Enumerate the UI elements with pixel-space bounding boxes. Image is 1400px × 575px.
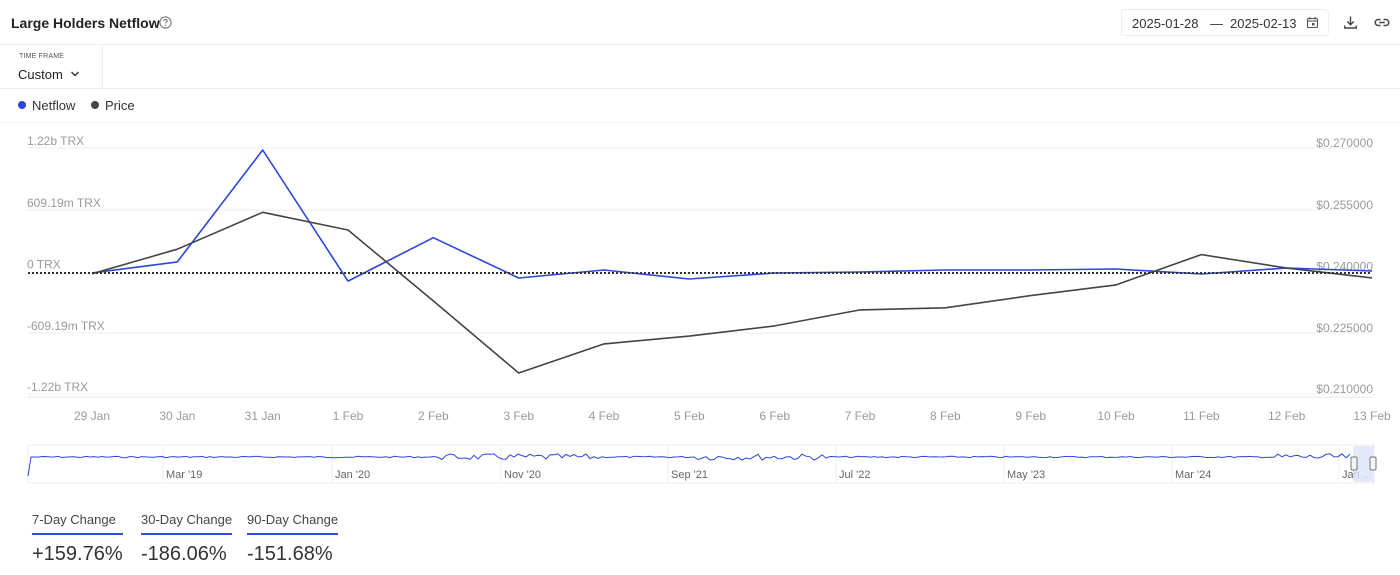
chevron-down-icon[interactable] [70,70,80,78]
x-axis-tick-label: 5 Feb [674,409,705,423]
series-line-netflow [91,149,1373,282]
navigator-label: Nov '20 [504,469,541,481]
x-axis-tick-label: 9 Feb [1015,409,1046,423]
right-axis-tick-label: $0.255000 [1316,198,1373,212]
download-icon[interactable] [1343,15,1358,30]
x-axis-tick-label: 10 Feb [1097,409,1135,423]
navigator-handle-left [1350,456,1358,471]
stat-90-day[interactable]: 90-Day Change -151.68% [247,512,339,566]
date-separator: — [1210,16,1223,31]
navigator-series-line [27,453,1351,477]
timeframe-label: TIME FRAME [19,53,65,60]
stat-label[interactable]: 7-Day Change [32,512,123,535]
stat-label[interactable]: 30-Day Change [141,512,233,535]
chart-header: Large Holders Netflow 2025-01-28 — 2025-… [0,0,1400,45]
navigator-label: Jan '20 [335,469,370,481]
date-end[interactable]: 2025-02-13 [1230,16,1297,31]
navigator-label: May '23 [1007,469,1045,481]
help-icon[interactable] [159,16,172,29]
right-axis-tick-label: $0.270000 [1316,136,1373,150]
left-axis-tick-label: 0 TRX [27,258,61,272]
x-axis-tick-label: 3 Feb [503,409,534,423]
right-axis-tick-label: $0.210000 [1316,382,1373,396]
x-axis-tick-label: 4 Feb [589,409,620,423]
stat-label[interactable]: 90-Day Change [247,512,339,535]
navigator-label: Jul '22 [839,469,870,481]
series-line-price [91,211,1373,374]
chart-title: Large Holders Netflow [11,15,160,31]
x-axis-tick-label: 7 Feb [845,409,876,423]
left-axis-tick-label: -609.19m TRX [27,319,105,333]
date-start[interactable]: 2025-01-28 [1132,16,1199,31]
x-axis-tick-label: 8 Feb [930,409,961,423]
x-axis-tick-label: 2 Feb [418,409,449,423]
left-axis-tick-label: 1.22b TRX [27,134,84,148]
x-axis-tick-label: 1 Feb [333,409,364,423]
navigator-label: Mar '19 [166,469,202,481]
stat-7-day[interactable]: 7-Day Change +159.76% [32,512,123,566]
legend-dot-price [91,101,99,109]
divider [0,88,1400,89]
divider [0,122,1400,123]
timeframe-selector[interactable]: TIME FRAME Custom [0,45,103,89]
stat-30-day[interactable]: 30-Day Change -186.06% [141,512,233,566]
legend-dot-netflow [18,101,26,109]
x-axis-tick-label: 6 Feb [759,409,790,423]
legend-label-price: Price [105,98,135,113]
x-axis-tick-label: 31 Jan [245,409,281,423]
legend-item-price[interactable]: Price [91,98,135,113]
legend-item-netflow[interactable]: Netflow [18,98,75,113]
stat-value: +159.76% [32,543,123,565]
navigator-label: Mar '24 [1175,469,1211,481]
link-icon[interactable] [1374,15,1390,30]
legend-label-netflow: Netflow [32,98,76,113]
navigator-label: Sep '21 [671,469,708,481]
x-axis-tick-label: 30 Jan [159,409,195,423]
navigator-handle-right [1369,456,1377,471]
chart-area: 1.22b TRX $0.270000 609.19m TRX $0.255000 0 … [27,134,1391,484]
calendar-icon[interactable] [1306,16,1319,29]
right-axis-tick-label: $0.225000 [1316,321,1373,335]
x-axis-tick-label: 29 Jan [74,409,110,423]
navigator-selection [1353,446,1374,482]
left-axis-tick-label: -1.22b TRX [27,380,88,394]
x-axis-tick-label: 12 Feb [1268,409,1306,423]
left-axis-tick-label: 609.19m TRX [27,196,101,210]
stat-value: -151.68% [247,543,333,565]
timeframe-value[interactable]: Custom [18,67,63,82]
x-axis-tick-label: 11 Feb [1183,409,1220,423]
stat-value: -186.06% [141,543,227,565]
x-axis-tick-label: 13 Feb [1353,409,1391,423]
date-range-picker[interactable]: 2025-01-28 — 2025-02-13 [1121,9,1329,36]
